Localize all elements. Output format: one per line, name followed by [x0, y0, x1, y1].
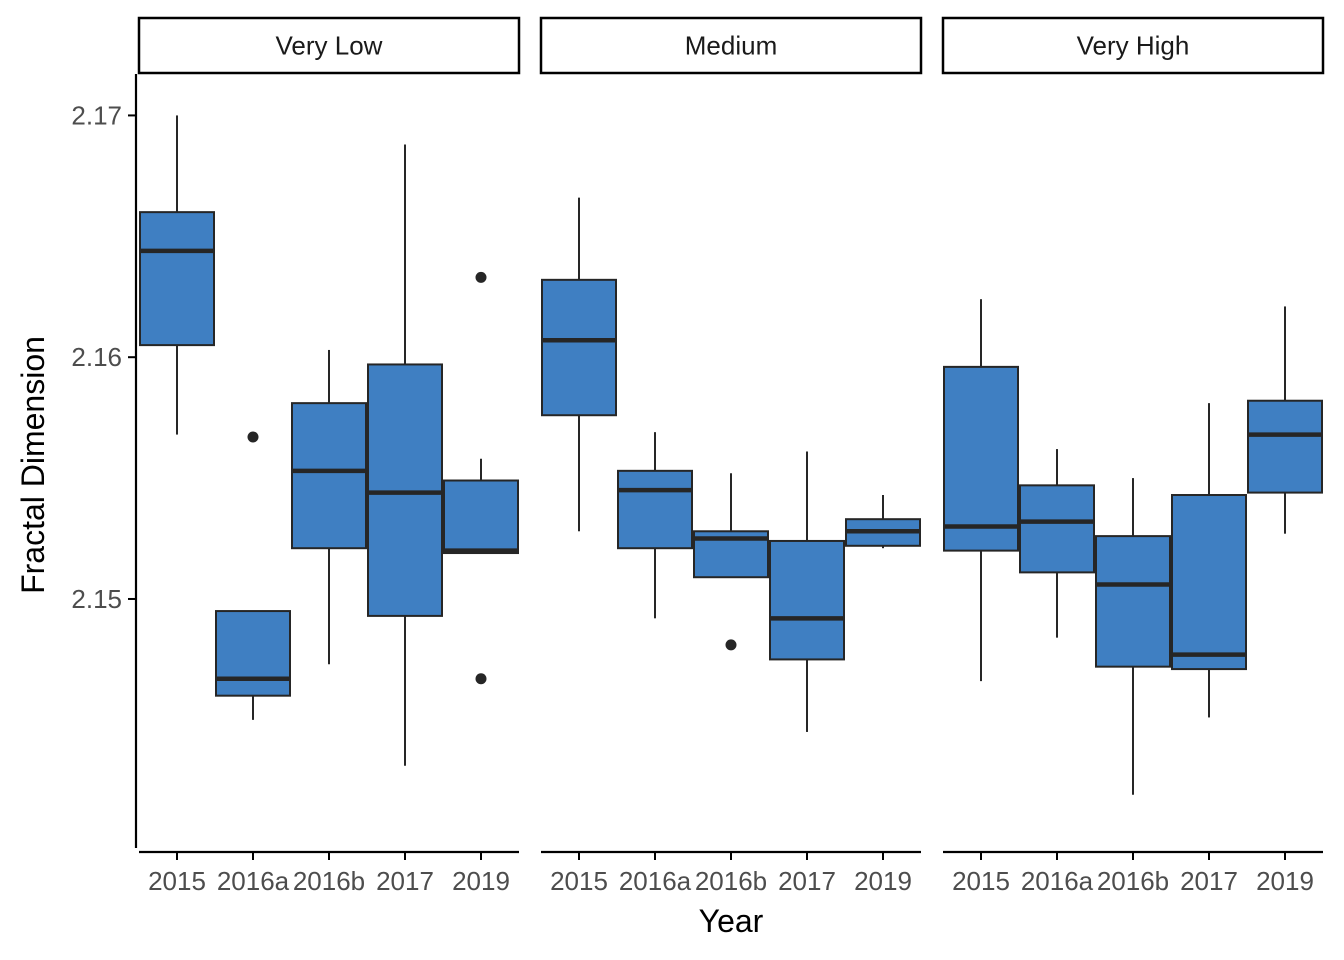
box-2017	[367, 144, 443, 766]
x-tick-label: 2019	[1256, 866, 1314, 896]
box-iqr	[367, 363, 443, 617]
box-2017	[1171, 403, 1247, 718]
x-tick-label: 2016a	[619, 866, 692, 896]
box-2016a	[617, 432, 693, 619]
facet-strip-label: Medium	[685, 31, 777, 61]
box-2016b	[291, 349, 367, 665]
outlier-point	[247, 431, 259, 443]
facet-panel: Very Low 2015 2016a 2016b 2017 2019	[137, 16, 521, 896]
x-tick-label: 2017	[1180, 866, 1238, 896]
box-iqr	[1095, 535, 1171, 668]
x-tick-label: 2016b	[293, 866, 365, 896]
outlier-point	[475, 271, 487, 283]
x-tick-label: 2016a	[217, 866, 290, 896]
box-iqr	[443, 479, 519, 555]
y-tick-label: 2.17	[71, 100, 122, 130]
box-2019	[845, 495, 921, 549]
y-tick-label: 2.15	[71, 584, 122, 614]
box-iqr	[1019, 484, 1095, 574]
x-tick-label: 2019	[854, 866, 912, 896]
x-axis-title: Year	[699, 903, 764, 939]
facet-strip-label: Very High	[1077, 31, 1190, 61]
x-tick-label: 2015	[148, 866, 206, 896]
x-tick-label: 2015	[550, 866, 608, 896]
box-2019	[1247, 306, 1323, 534]
box-iqr	[541, 278, 617, 417]
facet-strip-label: Very Low	[276, 31, 383, 61]
box-2015	[943, 299, 1019, 682]
box-2019	[443, 271, 519, 685]
box-iqr	[215, 610, 291, 697]
x-tick-label: 2017	[778, 866, 836, 896]
box-iqr	[291, 402, 367, 550]
box-iqr	[617, 469, 693, 550]
box-2017	[769, 451, 845, 732]
x-tick-label: 2016b	[1097, 866, 1169, 896]
x-tick-label: 2019	[452, 866, 510, 896]
box-2016a	[215, 431, 291, 720]
x-tick-label: 2017	[376, 866, 434, 896]
y-axis: 2.15 2.16 2.17	[71, 74, 138, 848]
facet-strip	[539, 16, 923, 75]
facet-panel: Medium 2015 2016a 2016b 2017 2019	[539, 16, 923, 896]
box-iqr	[769, 539, 845, 661]
box-iqr	[139, 211, 215, 347]
box-iqr	[943, 365, 1019, 552]
facet-panel: Very High 2015 2016a 2016b 2017 2019	[941, 16, 1325, 896]
outlier-point	[725, 639, 737, 651]
box-2016b	[1095, 478, 1171, 795]
facet-strip	[941, 16, 1325, 75]
box-iqr	[1171, 494, 1247, 671]
outlier-point	[475, 673, 487, 685]
box-2016a	[1019, 449, 1095, 638]
y-tick-label: 2.16	[71, 342, 122, 372]
box-2016b	[693, 473, 769, 651]
y-axis-title: Fractal Dimension	[15, 336, 51, 594]
box-2015	[139, 115, 215, 435]
x-tick-label: 2016a	[1021, 866, 1094, 896]
box-2015	[541, 197, 617, 532]
x-tick-label: 2016b	[695, 866, 767, 896]
box-iqr	[1247, 399, 1323, 494]
facet-strip	[137, 16, 521, 75]
x-tick-label: 2015	[952, 866, 1010, 896]
